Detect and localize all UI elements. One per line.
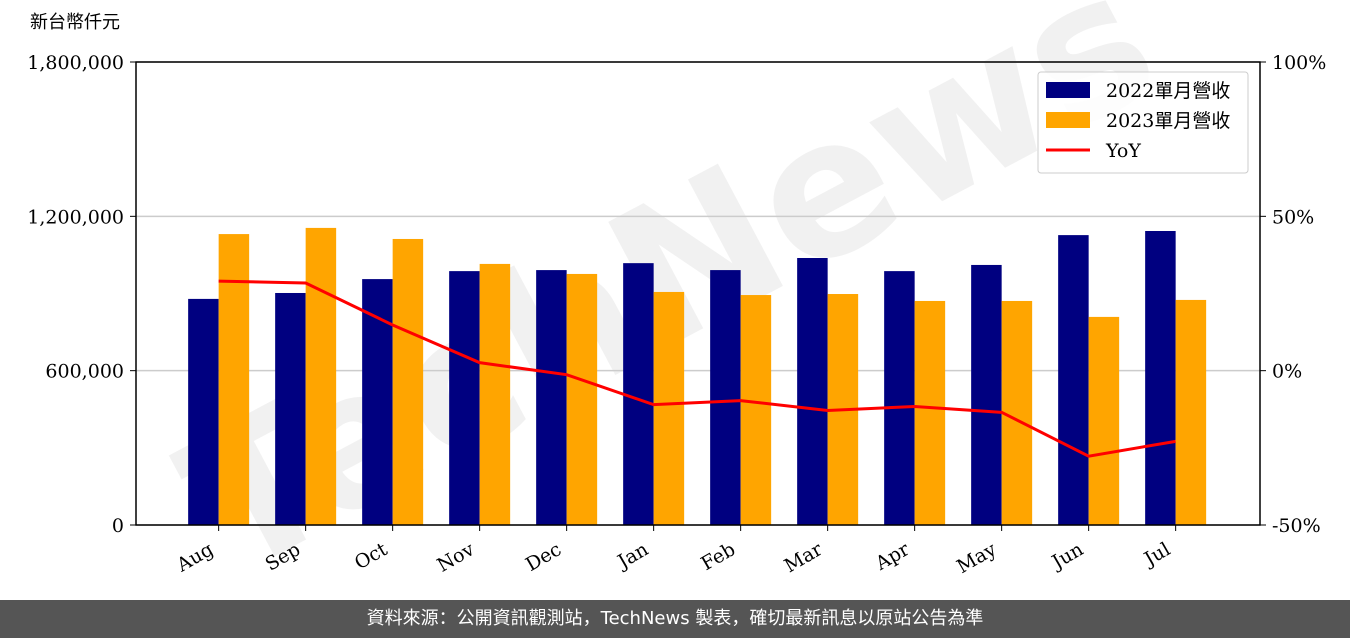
x-tick-label: Jul <box>1139 538 1174 571</box>
legend-label: 2023單月營收 <box>1106 110 1230 132</box>
bar <box>1001 300 1033 525</box>
bar <box>392 238 424 526</box>
chart: 新台幣仟元 TechNews 0600,0001,200,0001,800,00… <box>27 0 1326 600</box>
bar <box>797 258 828 525</box>
y2-tick-label: 50% <box>1272 206 1314 228</box>
y-tick-label: 600,000 <box>45 361 124 383</box>
y-tick-label: 0 <box>112 515 124 537</box>
bar <box>884 271 915 525</box>
footer: 資料來源：公開資訊觀測站，TechNews 製表，確切最新訊息以原站公告為準 <box>0 600 1350 638</box>
x-tick-label: Nov <box>434 538 479 577</box>
legend-label: YoY <box>1105 140 1141 162</box>
x-tick-label: Feb <box>697 538 739 575</box>
x-tick-label: Jun <box>1047 538 1088 574</box>
legend-swatch <box>1046 82 1090 98</box>
y2-tick-label: -50% <box>1272 515 1321 537</box>
bar <box>914 300 946 525</box>
bar <box>1088 316 1120 525</box>
x-tick-label: May <box>953 538 1000 578</box>
bar <box>971 264 1002 525</box>
y2-tick-label: 0% <box>1272 361 1302 383</box>
bar <box>362 279 393 525</box>
bar <box>1145 230 1176 525</box>
bar <box>653 291 685 525</box>
bar <box>305 227 337 526</box>
bar <box>566 273 598 525</box>
y-tick-label: 1,200,000 <box>27 206 124 228</box>
legend-label: 2022單月營收 <box>1106 80 1230 102</box>
bar <box>623 263 654 525</box>
bar <box>536 270 567 525</box>
bar <box>188 298 219 525</box>
bar <box>275 292 306 525</box>
y-axis-label: 新台幣仟元 <box>30 12 120 33</box>
bar <box>479 263 511 525</box>
x-tick-label: Aug <box>172 538 217 577</box>
line <box>218 279 1176 458</box>
plot-frame <box>135 61 1261 526</box>
bar <box>449 271 480 525</box>
y2-tick-label: 100% <box>1272 52 1326 74</box>
y-tick-label: 1,800,000 <box>27 52 124 74</box>
bar <box>1175 299 1207 525</box>
x-tick-label: Jan <box>612 538 652 574</box>
bar <box>740 295 772 525</box>
bar <box>1058 235 1089 526</box>
legend-swatch <box>1046 112 1090 128</box>
x-tick-label: Dec <box>522 538 565 576</box>
x-tick-label: Mar <box>781 538 827 577</box>
x-tick-label: Apr <box>871 538 914 575</box>
bar <box>710 270 741 525</box>
bar <box>218 234 250 525</box>
legend: 2022單月營收 2023單月營收 YoY <box>1037 71 1249 174</box>
legend-box <box>1037 71 1249 174</box>
